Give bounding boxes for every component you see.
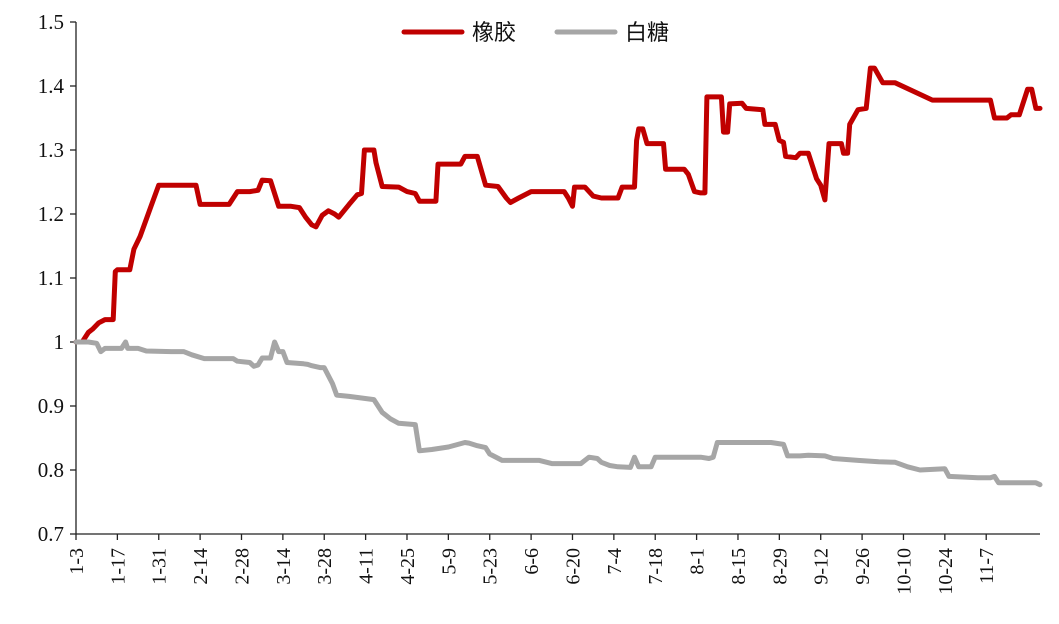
x-tick-label: 6-6 bbox=[521, 548, 543, 575]
x-tick-label: 8-29 bbox=[769, 548, 791, 585]
y-tick-label: 1.2 bbox=[38, 202, 64, 226]
x-tick-label: 1-31 bbox=[149, 548, 171, 585]
y-tick-label: 1.1 bbox=[38, 266, 64, 290]
y-axis: 0.7 0.8 0.9 1 1.1 1.2 1.3 1.4 1.5 bbox=[38, 10, 77, 546]
x-tick-label: 9-26 bbox=[852, 548, 874, 585]
y-tick-label: 1.4 bbox=[38, 74, 65, 98]
y-tick-label: 1 bbox=[54, 330, 65, 354]
x-tick-label: 4-25 bbox=[397, 548, 419, 585]
x-tick-label: 7-18 bbox=[645, 548, 667, 585]
legend-label-2: 白糖 bbox=[625, 21, 669, 46]
y-tick-label: 0.7 bbox=[38, 522, 64, 546]
x-tick-label: 8-1 bbox=[687, 548, 709, 575]
series-line-2 bbox=[73, 339, 1043, 488]
y-tick-label: 0.9 bbox=[38, 394, 64, 418]
x-tick-label: 1-3 bbox=[66, 548, 88, 575]
x-tick-label: 10-24 bbox=[935, 548, 957, 595]
y-tick-label: 1.5 bbox=[38, 10, 64, 34]
x-tick-label: 2-14 bbox=[190, 548, 212, 585]
x-tick-label: 8-15 bbox=[728, 548, 750, 585]
x-tick-label: 10-10 bbox=[893, 548, 915, 595]
y-tick-label: 1.3 bbox=[38, 138, 64, 162]
x-tick-label: 5-23 bbox=[480, 548, 502, 585]
x-tick-label: 3-28 bbox=[314, 548, 336, 585]
x-tick-label: 1-17 bbox=[107, 548, 129, 585]
x-tick-label: 4-11 bbox=[356, 548, 378, 584]
y-tick-label: 0.8 bbox=[38, 458, 64, 482]
x-axis: 1-3 1-17 1-31 2-14 2-28 3-14 3-28 4-11 4-25 5-9 5-… bbox=[66, 533, 1040, 595]
x-tick-label: 2-28 bbox=[231, 548, 253, 585]
x-tick-label: 9-12 bbox=[811, 548, 833, 585]
legend-label-1: 橡胶 bbox=[472, 21, 516, 46]
x-tick-label: 6-20 bbox=[562, 548, 584, 585]
legend: 橡胶 白糖 bbox=[401, 21, 669, 46]
series-layer bbox=[73, 65, 1043, 488]
x-tick-label: 11-7 bbox=[976, 548, 998, 584]
x-tick-label: 7-4 bbox=[604, 548, 626, 575]
x-tick-label: 5-9 bbox=[438, 548, 460, 575]
series-line-1 bbox=[73, 65, 1043, 345]
x-tick-label: 3-14 bbox=[273, 548, 295, 585]
